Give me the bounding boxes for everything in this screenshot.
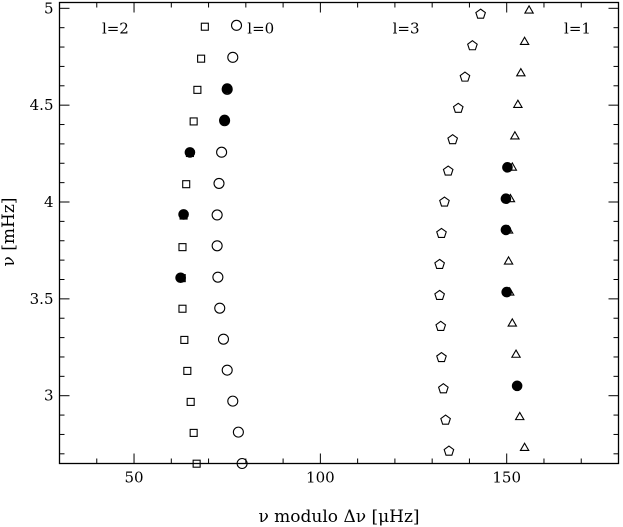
y-tick-label: 4.5 <box>30 96 54 114</box>
x-tick-label: 100 <box>306 469 335 487</box>
data-point-l0 <box>227 51 239 63</box>
data-point-l3 <box>443 445 455 456</box>
data-point-l2 <box>178 304 187 313</box>
y-tick-label: 5 <box>44 0 54 17</box>
data-point-l0 <box>232 426 244 438</box>
data-point-filled <box>184 147 196 158</box>
data-point-l0 <box>227 395 239 407</box>
data-point-l1 <box>507 317 518 327</box>
plot-frame <box>58 1 620 465</box>
data-point-l3 <box>452 102 464 113</box>
data-point-filled <box>500 193 512 205</box>
data-point-l0 <box>230 19 243 31</box>
data-point-l3 <box>475 8 487 19</box>
data-point-l3 <box>447 133 459 145</box>
data-point-l3 <box>435 320 447 331</box>
data-point-l2 <box>192 459 201 468</box>
data-point-l3 <box>434 258 446 269</box>
data-point-l1 <box>515 67 526 77</box>
data-point-l1 <box>523 4 535 14</box>
data-point-l1 <box>519 442 530 451</box>
data-point-l2 <box>178 243 187 252</box>
data-point-l1 <box>503 255 514 265</box>
data-point-filled <box>175 272 186 284</box>
data-point-l3 <box>436 227 447 238</box>
data-point-l1 <box>519 36 530 45</box>
data-points <box>175 4 535 470</box>
data-point-l1 <box>514 411 525 421</box>
x-axis-label: ν modulo Δν [μHz] <box>258 507 419 527</box>
data-point-filled <box>178 209 189 220</box>
data-point-l0 <box>217 333 230 345</box>
axis-tick-labels: 50 100 150 3 3.5 4 4.5 5 <box>30 0 521 487</box>
data-point-l3 <box>437 383 449 394</box>
series-annotation: l=2 <box>102 19 129 37</box>
data-point-l2 <box>193 85 202 94</box>
data-point-l3 <box>459 71 471 82</box>
data-point-l3 <box>467 40 478 51</box>
x-tick-label: 50 <box>124 469 143 487</box>
data-point-l3 <box>439 196 450 207</box>
data-point-filled <box>502 162 513 173</box>
data-point-l1 <box>512 99 523 108</box>
data-point-l0 <box>211 240 223 252</box>
y-tick-label: 4 <box>44 193 54 211</box>
data-point-filled <box>500 224 512 236</box>
data-point-l3 <box>436 351 447 363</box>
x-tick-label: 150 <box>492 469 521 487</box>
series-annotation: l=1 <box>564 19 591 37</box>
data-point-l0 <box>236 457 248 470</box>
data-point-filled <box>219 114 230 126</box>
data-point-filled <box>501 286 513 298</box>
data-point-l2 <box>182 180 191 189</box>
data-point-l0 <box>211 209 223 221</box>
data-point-l1 <box>509 130 521 140</box>
data-point-l2 <box>189 117 198 126</box>
data-point-l2 <box>183 366 192 375</box>
data-point-l2 <box>200 22 209 31</box>
degree-annotations: l=2 l=0 l=3 l=1 <box>102 19 591 37</box>
data-point-l3 <box>442 165 454 176</box>
data-point-l3 <box>434 289 446 300</box>
data-point-l0 <box>214 302 226 314</box>
data-point-l2 <box>197 54 206 63</box>
data-point-filled <box>511 380 523 392</box>
data-point-l3 <box>440 414 451 425</box>
data-point-filled <box>221 83 233 94</box>
y-axis-label: ν [mHz] <box>0 198 19 267</box>
series-annotation: l=0 <box>247 19 274 37</box>
data-point-l0 <box>221 364 233 376</box>
y-tick-label: 3.5 <box>30 290 54 308</box>
data-point-l0 <box>212 271 224 283</box>
axis-ticks <box>59 2 619 464</box>
series-annotation: l=3 <box>393 19 420 37</box>
y-tick-label: 3 <box>44 387 54 405</box>
data-point-l0 <box>216 146 228 158</box>
data-point-l2 <box>180 335 189 344</box>
data-point-l2 <box>186 397 195 406</box>
data-point-l1 <box>510 348 522 358</box>
data-point-l2 <box>189 428 198 437</box>
data-point-l0 <box>213 177 225 189</box>
